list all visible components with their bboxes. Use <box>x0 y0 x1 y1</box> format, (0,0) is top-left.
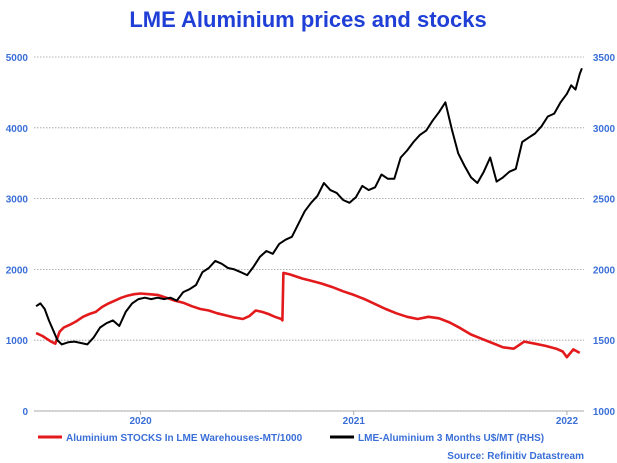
series-lines <box>35 67 583 359</box>
left-tick-label: 3000 <box>6 195 29 206</box>
x-tick-label: 2021 <box>343 416 366 427</box>
left-tick-label: 2000 <box>6 265 29 276</box>
right-tick-label: 3000 <box>593 124 616 135</box>
right-tick-label: 2000 <box>593 265 616 276</box>
right-tick-label: 1000 <box>593 407 616 418</box>
left-axis: 0 1000 2000 3000 4000 5000 <box>6 53 29 418</box>
x-tick-label: 2020 <box>129 416 152 427</box>
left-tick-label: 1000 <box>6 336 29 347</box>
right-axis: 1000 1500 2000 2500 3000 3500 <box>593 53 616 418</box>
right-tick-label: 1500 <box>593 336 616 347</box>
left-tick-label: 0 <box>22 407 28 418</box>
legend: Aluminium STOCKS In LME Warehouses-MT/10… <box>38 433 544 444</box>
chart-title: LME Aluminium prices and stocks <box>129 7 486 32</box>
left-tick-label: 5000 <box>6 53 29 64</box>
left-tick-label: 4000 <box>6 124 29 135</box>
legend-label-price: LME-Aluminium 3 Months U$/MT (RHS) <box>358 433 544 444</box>
right-tick-label: 2500 <box>593 195 616 206</box>
source-note: Source: Refinitiv Datastream <box>447 451 584 462</box>
series-line-stocks <box>35 271 581 359</box>
x-tick-label: 2022 <box>556 416 579 427</box>
right-tick-label: 3500 <box>593 53 616 64</box>
series-line-price <box>35 67 583 346</box>
x-axis: 2020 2021 2022 <box>34 410 584 427</box>
legend-label-stocks: Aluminium STOCKS In LME Warehouses-MT/10… <box>66 433 303 444</box>
